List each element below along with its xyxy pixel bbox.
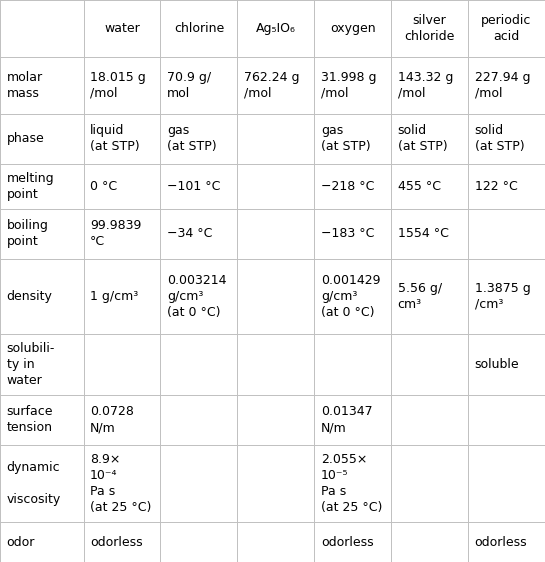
Text: 227.94 g
/mol: 227.94 g /mol	[475, 71, 530, 100]
Text: 2.055×
10⁻⁵
Pa s
(at 25 °C): 2.055× 10⁻⁵ Pa s (at 25 °C)	[321, 453, 382, 514]
Text: −101 °C: −101 °C	[167, 180, 220, 193]
Text: gas
(at STP): gas (at STP)	[167, 124, 216, 153]
Text: density: density	[7, 290, 52, 303]
Text: surface
tension: surface tension	[7, 405, 53, 434]
Text: 1 g/cm³: 1 g/cm³	[90, 290, 138, 303]
Text: −218 °C: −218 °C	[321, 180, 374, 193]
Text: 122 °C: 122 °C	[475, 180, 517, 193]
Text: odor: odor	[7, 536, 35, 549]
Text: phase: phase	[7, 132, 44, 145]
Text: 18.015 g
/mol: 18.015 g /mol	[90, 71, 146, 100]
Text: oxygen: oxygen	[330, 22, 376, 35]
Text: dynamic

viscosity: dynamic viscosity	[7, 461, 61, 506]
Text: 1554 °C: 1554 °C	[398, 227, 449, 241]
Text: water: water	[104, 22, 140, 35]
Text: molar
mass: molar mass	[7, 71, 43, 100]
Text: gas
(at STP): gas (at STP)	[321, 124, 371, 153]
Text: periodic
acid: periodic acid	[481, 14, 532, 43]
Text: odorless: odorless	[90, 536, 143, 549]
Text: 1.3875 g
/cm³: 1.3875 g /cm³	[475, 282, 530, 311]
Text: 762.24 g
/mol: 762.24 g /mol	[244, 71, 299, 100]
Text: 70.9 g/
mol: 70.9 g/ mol	[167, 71, 211, 100]
Text: 455 °C: 455 °C	[398, 180, 441, 193]
Text: boiling
point: boiling point	[7, 219, 49, 248]
Text: 0.0728
N/m: 0.0728 N/m	[90, 405, 134, 434]
Text: 0.001429
g/cm³
(at 0 °C): 0.001429 g/cm³ (at 0 °C)	[321, 274, 380, 319]
Text: 99.9839
°C: 99.9839 °C	[90, 219, 142, 248]
Text: Ag₅IO₆: Ag₅IO₆	[256, 22, 296, 35]
Text: 143.32 g
/mol: 143.32 g /mol	[398, 71, 453, 100]
Text: 5.56 g/
cm³: 5.56 g/ cm³	[398, 282, 442, 311]
Text: solid
(at STP): solid (at STP)	[398, 124, 447, 153]
Text: −183 °C: −183 °C	[321, 227, 374, 241]
Text: 8.9×
10⁻⁴
Pa s
(at 25 °C): 8.9× 10⁻⁴ Pa s (at 25 °C)	[90, 453, 152, 514]
Text: odorless: odorless	[321, 536, 373, 549]
Text: 0.01347
N/m: 0.01347 N/m	[321, 405, 372, 434]
Text: −34 °C: −34 °C	[167, 227, 213, 241]
Text: odorless: odorless	[475, 536, 527, 549]
Text: solid
(at STP): solid (at STP)	[475, 124, 524, 153]
Text: silver
chloride: silver chloride	[404, 14, 455, 43]
Text: 0.003214
g/cm³
(at 0 °C): 0.003214 g/cm³ (at 0 °C)	[167, 274, 227, 319]
Text: melting
point: melting point	[7, 172, 54, 201]
Text: 31.998 g
/mol: 31.998 g /mol	[321, 71, 377, 100]
Text: chlorine: chlorine	[174, 22, 224, 35]
Text: 0 °C: 0 °C	[90, 180, 117, 193]
Text: solubili-
ty in
water: solubili- ty in water	[7, 342, 55, 387]
Text: soluble: soluble	[475, 358, 519, 371]
Text: liquid
(at STP): liquid (at STP)	[90, 124, 140, 153]
